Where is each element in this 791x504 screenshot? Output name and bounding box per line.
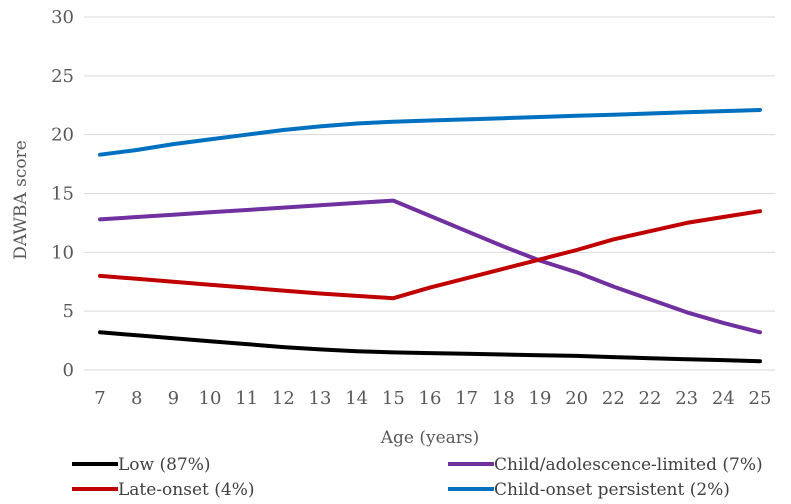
x-tick-label: 7 — [94, 388, 105, 409]
y-tick-label: 5 — [63, 301, 74, 322]
x-tick-label: 22 — [602, 388, 625, 409]
y-tick-label: 20 — [51, 125, 74, 146]
legend-label: Late-onset (4%) — [118, 480, 255, 500]
legend-label: Child-onset persistent (2%) — [494, 480, 730, 500]
legend-label: Low (87%) — [118, 455, 211, 475]
y-axis-tick-labels: 0 5 10 15 20 25 30 — [51, 7, 74, 381]
x-axis-title: Age (years) — [380, 428, 480, 448]
series-line-2 — [98, 198, 762, 335]
x-tick-label: 10 — [199, 388, 222, 409]
y-axis-title: DAWBA score — [11, 140, 31, 260]
series-line-3 — [98, 209, 762, 301]
legend-label: Child/adolescence-limited (7%) — [494, 455, 763, 475]
x-tick-label: 12 — [272, 388, 295, 409]
x-tick-label: 11 — [235, 388, 258, 409]
gridlines — [84, 16, 775, 371]
x-tick-label: 24 — [712, 388, 735, 409]
y-tick-label: 25 — [51, 66, 74, 87]
x-tick-label: 18 — [492, 388, 515, 409]
legend: Low (87%) Child/adolescence-limited (7%) L… — [72, 455, 763, 500]
x-tick-label: 17 — [455, 388, 478, 409]
x-tick-label: 22 — [639, 388, 662, 409]
y-tick-label: 0 — [63, 360, 74, 381]
x-tick-label: 23 — [675, 388, 698, 409]
x-tick-label: 8 — [131, 388, 142, 409]
x-tick-label: 20 — [565, 388, 588, 409]
x-tick-label: 25 — [749, 388, 772, 409]
x-tick-label: 16 — [419, 388, 442, 409]
x-tick-label: 14 — [345, 388, 368, 409]
y-tick-label: 30 — [51, 7, 74, 28]
x-tick-label: 15 — [382, 388, 405, 409]
x-tick-label: 9 — [168, 388, 179, 409]
x-axis-tick-labels: 7 8 9 10 11 12 13 14 15 16 17 18 19 20 22 22 23 24 25 — [94, 388, 771, 409]
series-lines — [98, 108, 762, 364]
y-tick-label: 10 — [51, 242, 74, 263]
y-tick-label: 15 — [51, 184, 74, 205]
x-tick-label: 19 — [529, 388, 552, 409]
series-line-4 — [98, 108, 762, 157]
series-line-1 — [98, 330, 762, 364]
x-tick-label: 13 — [309, 388, 332, 409]
